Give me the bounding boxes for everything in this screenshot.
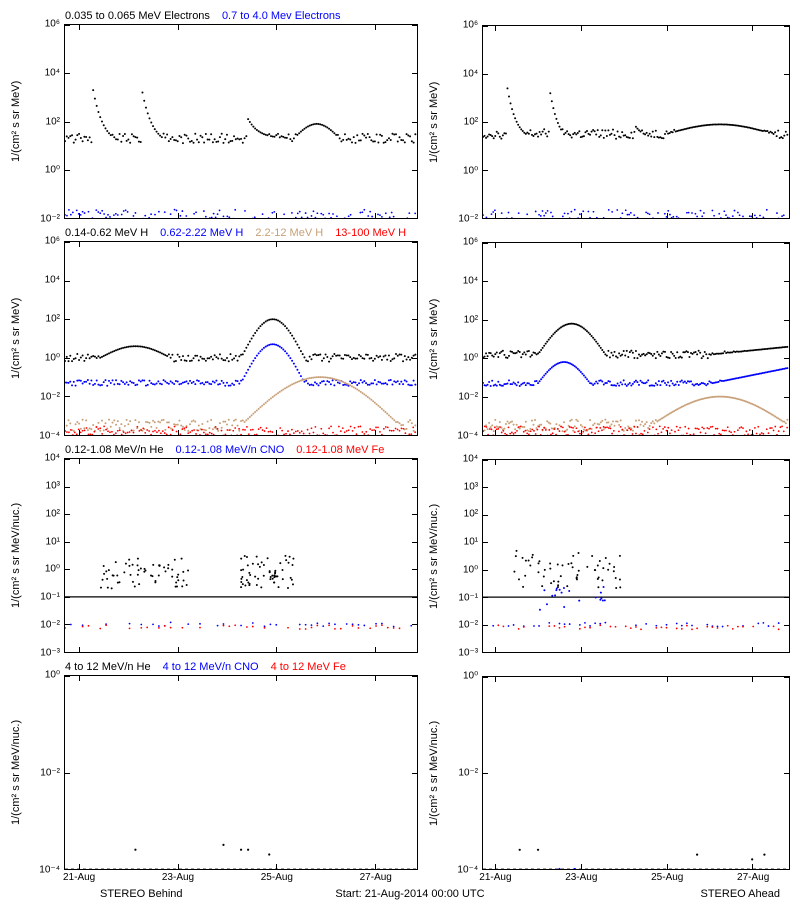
plot-area (482, 242, 790, 436)
plot-area (482, 676, 790, 870)
y-axis-label: 1/(cm² s sr MeV) (428, 25, 442, 219)
y-axis: 10⁻³10⁻²10⁻¹10⁰10¹10²10³10⁴ (444, 459, 482, 653)
chart-panel: 4 to 12 MeV/n He4 to 12 MeV/n CNO4 to 12… (10, 661, 418, 870)
chart-panel: 1/(cm² s sr MeV)10⁻⁴10⁻²10⁰10²10⁴10⁶ (428, 227, 790, 436)
plot-area (64, 675, 418, 870)
plot-area (64, 458, 418, 653)
chart-panel: 0.14-0.62 MeV H0.62-2.22 MeV H2.2-12 MeV… (10, 227, 418, 436)
footer-right-label: STEREO Ahead (701, 888, 781, 900)
chart-title: 0.035 to 0.065 MeV Electrons0.7 to 4.0 M… (10, 10, 418, 22)
plot-area (64, 24, 418, 219)
y-axis: 10⁻²10⁰10²10⁴10⁶ (444, 25, 482, 219)
plot-area (64, 241, 418, 436)
y-axis-label: 1/(cm² s sr MeV/nuc.) (428, 459, 442, 653)
plot-area (482, 25, 790, 219)
y-axis-label: 1/(cm² s sr MeV/nuc.) (428, 676, 442, 870)
chart-panel: 0.035 to 0.065 MeV Electrons0.7 to 4.0 M… (10, 10, 418, 219)
y-axis-label: 1/(cm² s sr MeV) (10, 241, 24, 436)
y-axis-label: 1/(cm² s sr MeV) (10, 24, 24, 219)
chart-title: 4 to 12 MeV/n He4 to 12 MeV/n CNO4 to 12… (10, 661, 418, 673)
y-axis: 10⁻⁴10⁻²10⁰ (444, 676, 482, 870)
chart-title: 0.12-1.08 MeV/n He0.12-1.08 MeV/n CNO0.1… (10, 444, 418, 456)
chart-panel: 1/(cm² s sr MeV/nuc.)10⁻³10⁻²10⁻¹10⁰10¹1… (428, 444, 790, 653)
plot-area (482, 459, 790, 653)
chart-panel: 1/(cm² s sr MeV/nuc.)10⁻⁴10⁻²10⁰21-Aug23… (428, 661, 790, 870)
chart-grid: 0.035 to 0.065 MeV Electrons0.7 to 4.0 M… (10, 10, 790, 870)
chart-panel: 1/(cm² s sr MeV)10⁻²10⁰10²10⁴10⁶ (428, 10, 790, 219)
footer-center-label: Start: 21-Aug-2014 00:00 UTC (335, 888, 484, 900)
y-axis: 10⁻⁴10⁻²10⁰10²10⁴10⁶ (444, 242, 482, 436)
chart-title: 0.14-0.62 MeV H0.62-2.22 MeV H2.2-12 MeV… (10, 227, 418, 239)
chart-panel: 0.12-1.08 MeV/n He0.12-1.08 MeV/n CNO0.1… (10, 444, 418, 653)
y-axis: 10⁻⁴10⁻²10⁰10²10⁴10⁶ (26, 241, 64, 436)
y-axis-label: 1/(cm² s sr MeV) (428, 242, 442, 436)
y-axis-label: 1/(cm² s sr MeV/nuc.) (10, 458, 24, 653)
y-axis-label: 1/(cm² s sr MeV/nuc.) (10, 675, 24, 870)
y-axis: 10⁻³10⁻²10⁻¹10⁰10¹10²10³10⁴ (26, 458, 64, 653)
footer-left-label: STEREO Behind (100, 888, 183, 900)
y-axis: 10⁻⁴10⁻²10⁰ (26, 675, 64, 870)
y-axis: 10⁻²10⁰10²10⁴10⁶ (26, 24, 64, 219)
